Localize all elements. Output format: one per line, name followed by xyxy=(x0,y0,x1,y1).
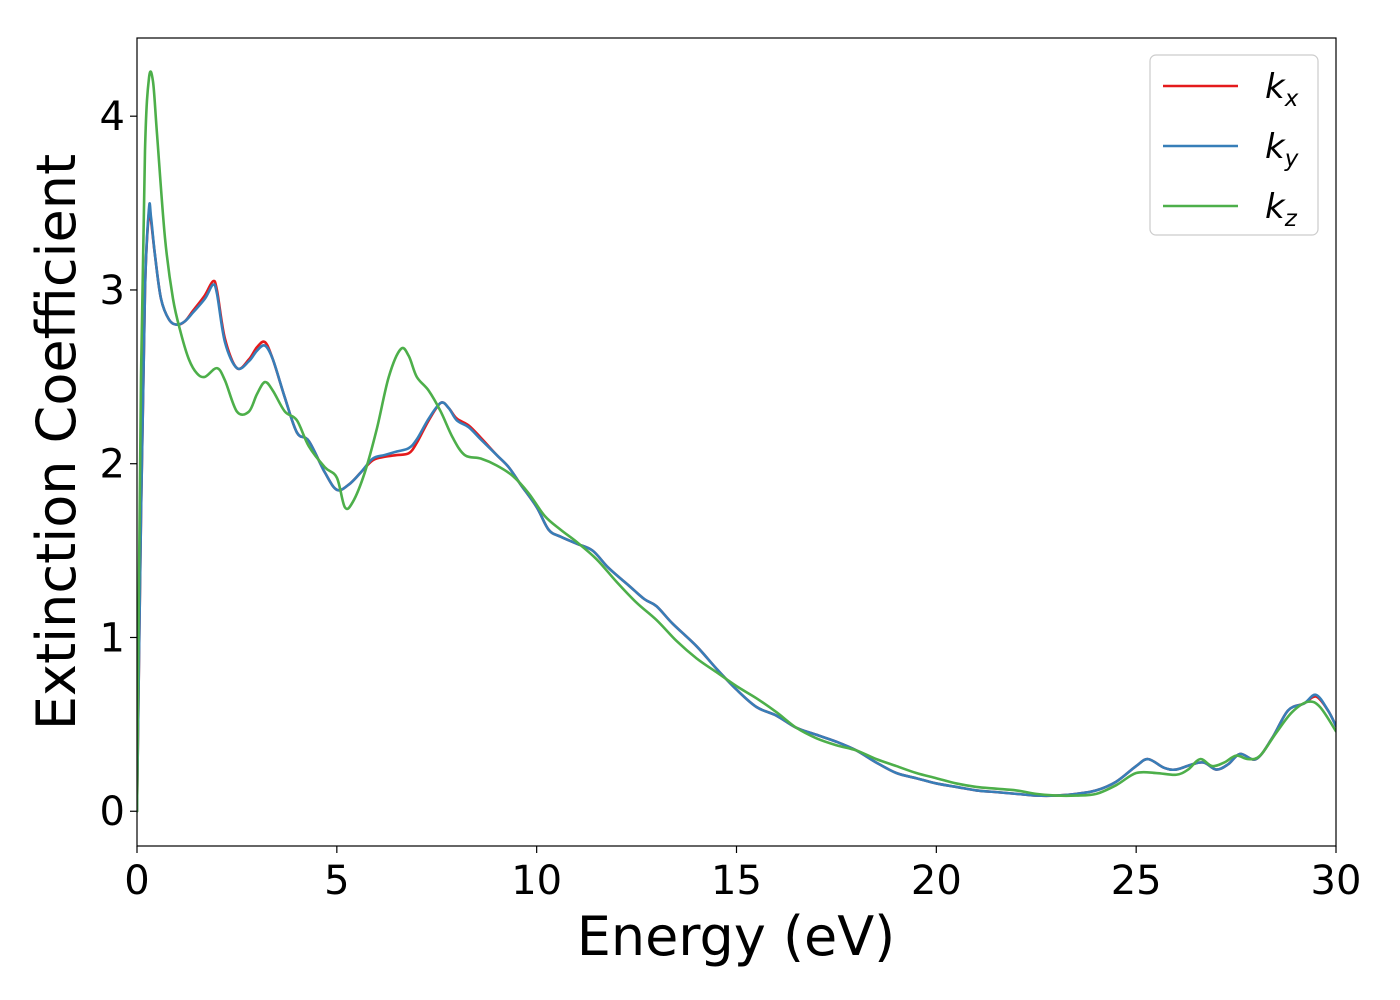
y-tick-label: 1 xyxy=(100,615,125,661)
legend-label-x: kx xyxy=(1265,67,1299,112)
x-axis: 0 5 10 15 20 25 30 xyxy=(124,846,1361,904)
legend-label-subscript: y xyxy=(1284,146,1299,172)
x-tick-label: 30 xyxy=(1311,858,1362,904)
legend-label-subscript: x xyxy=(1284,86,1299,112)
y-axis: 0 1 2 3 4 xyxy=(100,94,137,835)
series-line-y xyxy=(137,202,1336,813)
x-tick-label: 5 xyxy=(324,858,349,904)
legend-label-base: k xyxy=(1265,127,1286,167)
series-line-z xyxy=(137,70,1336,813)
series-layer xyxy=(137,70,1336,813)
x-tick-label: 10 xyxy=(511,858,562,904)
x-tick-label: 20 xyxy=(911,858,962,904)
x-tick-label: 25 xyxy=(1111,858,1162,904)
y-tick-label: 2 xyxy=(100,442,125,488)
y-tick-label: 4 xyxy=(100,94,125,140)
legend-label-y: ky xyxy=(1265,127,1299,172)
y-axis-title: Extinction Coefficient xyxy=(25,154,88,730)
legend-label-subscript: z xyxy=(1284,206,1298,232)
legend-label-base: k xyxy=(1265,187,1286,227)
y-tick-label: 3 xyxy=(100,268,125,314)
x-axis-title: Energy (eV) xyxy=(577,905,896,968)
x-tick-label: 15 xyxy=(711,858,762,904)
y-tick-label: 0 xyxy=(100,789,125,835)
legend-label-base: k xyxy=(1265,67,1286,107)
x-tick-label: 0 xyxy=(124,858,149,904)
legend-label-z: kz xyxy=(1265,187,1298,232)
plot-area xyxy=(137,38,1336,846)
